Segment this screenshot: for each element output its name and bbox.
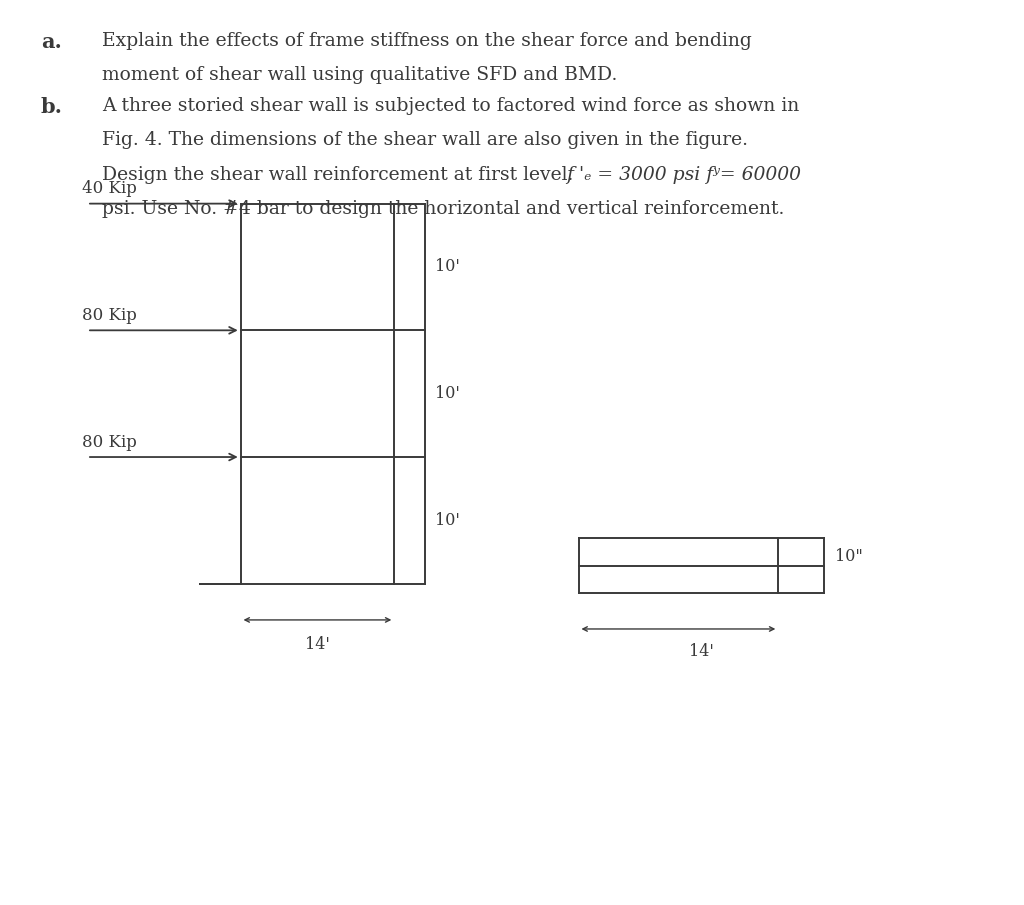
Text: 14': 14' xyxy=(305,636,330,653)
Text: 10': 10' xyxy=(435,512,460,529)
Text: a.: a. xyxy=(41,32,61,52)
Text: moment of shear wall using qualitative SFD and BMD.: moment of shear wall using qualitative S… xyxy=(102,66,617,84)
Text: 10': 10' xyxy=(435,259,460,275)
Text: b.: b. xyxy=(41,97,62,117)
Text: Design the shear wall reinforcement at first level.: Design the shear wall reinforcement at f… xyxy=(102,166,573,184)
Text: 40 Kip: 40 Kip xyxy=(82,180,137,197)
Text: 10': 10' xyxy=(435,386,460,402)
Text: psi. Use No. #4 bar to design the horizontal and vertical reinforcement.: psi. Use No. #4 bar to design the horizo… xyxy=(102,200,784,218)
Text: 14': 14' xyxy=(689,643,714,660)
Text: Explain the effects of frame stiffness on the shear force and bending: Explain the effects of frame stiffness o… xyxy=(102,32,753,50)
Text: A three storied shear wall is subjected to factored wind force as shown in: A three storied shear wall is subjected … xyxy=(102,97,800,115)
Text: 10": 10" xyxy=(835,548,862,565)
Text: 80 Kip: 80 Kip xyxy=(82,433,137,451)
Text: f 'ₑ = 3000 psi fʸ= 60000: f 'ₑ = 3000 psi fʸ= 60000 xyxy=(566,166,801,184)
Text: 80 Kip: 80 Kip xyxy=(82,307,137,324)
Text: Fig. 4. The dimensions of the shear wall are also given in the figure.: Fig. 4. The dimensions of the shear wall… xyxy=(102,131,749,149)
